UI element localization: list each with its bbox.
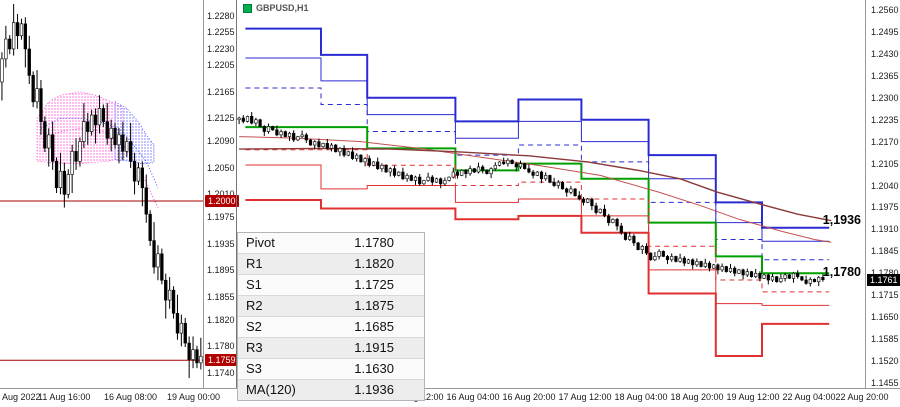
price-tick: 1.1910 [871, 224, 899, 235]
time-tick: 22 Aug 20:00 [835, 392, 889, 402]
current-price-badge: 1.1761 [867, 273, 900, 286]
price-tick: 1.2255 [207, 27, 235, 38]
time-tick: 19 Aug 00:00 [167, 392, 221, 402]
price-tick: 1.1650 [871, 312, 899, 323]
price-tick: 1.2050 [207, 162, 235, 173]
price-tick: 1.1935 [207, 238, 235, 249]
time-tick: 16 Aug 20:00 [502, 392, 556, 402]
price-tick: 1.2205 [207, 60, 235, 71]
time-tick: 17 Aug 12:00 [558, 392, 612, 402]
price-tick: 1.2430 [871, 48, 899, 59]
row-label: R2 [246, 298, 263, 313]
price-tick: 1.1585 [871, 334, 899, 345]
table-row-pivot: Pivot 1.1780 [238, 233, 424, 254]
row-value: 1.1875 [354, 298, 394, 313]
table-row-s1: S1 1.1725 [238, 275, 424, 296]
price-tick: 1.2105 [871, 158, 899, 169]
row-label: R3 [246, 340, 263, 355]
price-tick: 1.1855 [207, 291, 235, 302]
symbol-timeframe-text: GBPUSD,H1 [256, 3, 309, 13]
price-tick: 1.2230 [207, 43, 235, 54]
level-price-label: 1.1759 [205, 354, 239, 367]
price-tick: 1.2365 [871, 70, 899, 81]
connection-status-icon [243, 3, 252, 13]
pivot-levels-table[interactable]: Pivot 1.1780 R1 1.1820 S1 1.1725 R2 1.18… [237, 232, 425, 401]
table-row-s2: S2 1.1685 [238, 317, 424, 338]
row-value: 1.1630 [354, 361, 394, 376]
row-label: S1 [246, 277, 262, 292]
table-row-r1: R1 1.1820 [238, 254, 424, 275]
price-tick: 1.1740 [207, 367, 235, 378]
time-tick: 18 Aug 04:00 [614, 392, 668, 402]
time-axis-line [0, 388, 900, 389]
ma120-level-annotation: 1,1936 [822, 212, 861, 227]
price-tick: 1.1820 [207, 314, 235, 325]
price-tick: 1.2280 [207, 10, 235, 21]
price-tick: 1.1455 [871, 377, 899, 388]
table-row-r2: R2 1.1875 [238, 296, 424, 317]
panel-separator[interactable] [236, 0, 237, 388]
h1-price-axis-line [865, 0, 866, 388]
table-row-ma120: MA(120) 1.1936 [238, 380, 424, 400]
row-value: 1.1820 [354, 256, 394, 271]
price-tick: 1.1895 [207, 265, 235, 276]
price-tick: 1.1975 [207, 212, 235, 223]
time-tick: 16 Aug 08:00 [104, 392, 158, 402]
price-tick: 1.1780 [207, 341, 235, 352]
time-tick: 19 Aug 12:00 [726, 392, 780, 402]
time-tick: 11 Aug 16:00 [38, 392, 91, 402]
time-tick: Aug 2022 [2, 392, 41, 402]
time-tick: 18 Aug 20:00 [670, 392, 724, 402]
row-value: 1.1685 [354, 319, 394, 334]
row-value: 1.1915 [354, 340, 394, 355]
h4-price-axis-line [203, 0, 204, 388]
price-tick: 1.2125 [207, 113, 235, 124]
chart-symbol-label: GBPUSD,H1 [243, 3, 309, 13]
row-value: 1.1936 [354, 382, 394, 397]
h1-chart[interactable] [237, 0, 865, 390]
table-row-s3: S3 1.1630 [238, 359, 424, 380]
time-tick: 22 Aug 04:00 [782, 392, 836, 402]
price-tick: 1.2300 [871, 92, 899, 103]
price-tick: 1.2040 [871, 180, 899, 191]
price-tick: 1.2495 [871, 26, 899, 37]
row-value: 1.1780 [354, 235, 394, 250]
h4-chart-panel: 1.2280 1.2255 1.2230 1.2205 1.2165 1.2125 1.20… [0, 0, 239, 407]
row-label: R1 [246, 256, 263, 271]
time-tick: 16 Aug 04:00 [446, 392, 500, 402]
row-label: S3 [246, 361, 262, 376]
h4-chart[interactable] [0, 0, 203, 390]
price-tick: 1.2010 [207, 189, 235, 199]
level-price-label: 1.2000 [205, 194, 239, 207]
row-label: Pivot [246, 235, 275, 250]
table-row-r3: R3 1.1915 [238, 338, 424, 359]
price-tick: 1.1520 [871, 356, 899, 367]
price-tick: 1.1780 [871, 268, 899, 278]
price-tick: 1.1715 [871, 290, 899, 301]
price-tick: 1.2235 [871, 114, 899, 125]
price-tick: 1.1975 [871, 202, 899, 213]
row-value: 1.1725 [354, 277, 394, 292]
price-tick: 1.2090 [207, 136, 235, 147]
h1-chart-panel: GBPUSD,H1 1.2560 1.2495 1.2430 1.2365 1.2300… [237, 0, 900, 407]
row-label: MA(120) [246, 382, 296, 397]
price-tick: 1.2560 [871, 5, 899, 16]
price-tick: 1.2165 [207, 86, 235, 97]
price-tick: 1.2170 [871, 136, 899, 147]
pivot-level-annotation: 1,1780 [822, 265, 861, 280]
price-tick: 1.1845 [871, 246, 899, 257]
row-label: S2 [246, 319, 262, 334]
